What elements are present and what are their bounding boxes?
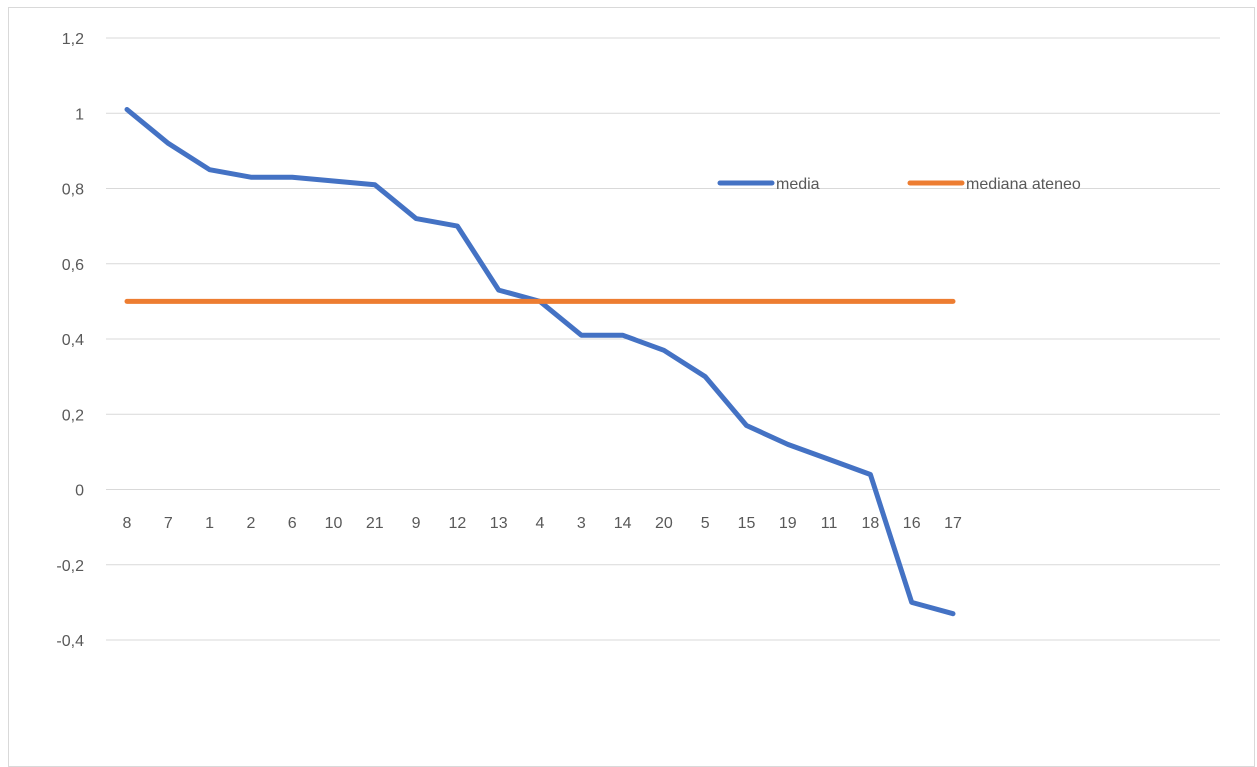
x-tick-label: 2 (246, 515, 255, 532)
x-tick-label: 12 (449, 515, 467, 532)
y-tick-label: -0,4 (56, 633, 84, 650)
x-tick-label: 19 (779, 515, 797, 532)
x-tick-label: 14 (614, 515, 632, 532)
y-tick-label: -0,2 (56, 558, 84, 575)
legend-label-media: media (776, 176, 820, 193)
x-tick-label: 7 (164, 515, 173, 532)
y-axis-tick-labels: 1,2 1 0,8 0,6 0,4 0,2 0 -0,2 -0,4 (56, 31, 84, 650)
x-tick-label: 18 (862, 515, 880, 532)
legend: media mediana ateneo (717, 176, 1081, 193)
y-tick-label: 1,2 (62, 31, 84, 48)
y-tick-label: 0,4 (62, 332, 84, 349)
x-axis-tick-labels: 8 7 1 2 6 10 21 9 12 13 4 3 14 20 5 15 19 11 18 16 17 (123, 515, 962, 532)
x-tick-label: 21 (366, 515, 384, 532)
x-tick-label: 1 (205, 515, 214, 532)
x-tick-label: 15 (738, 515, 756, 532)
legend-label-mediana-ateneo: mediana ateneo (966, 176, 1081, 193)
x-tick-label: 9 (412, 515, 421, 532)
x-tick-label: 17 (944, 515, 962, 532)
y-tick-label: 0 (75, 483, 84, 500)
series-line-media (124, 107, 956, 617)
y-tick-label: 0,6 (62, 257, 84, 274)
x-tick-label: 20 (655, 515, 673, 532)
x-tick-label: 8 (123, 515, 132, 532)
x-tick-label: 16 (903, 515, 921, 532)
y-tick-label: 1 (75, 106, 84, 123)
x-tick-label: 3 (577, 515, 586, 532)
y-tick-label: 0,2 (62, 407, 84, 424)
series-lines (124, 107, 956, 617)
x-tick-label: 11 (821, 515, 838, 532)
x-tick-label: 4 (536, 515, 545, 532)
gridlines (106, 37, 1220, 641)
x-tick-label: 6 (288, 515, 297, 532)
x-tick-label: 13 (490, 515, 508, 532)
x-tick-label: 5 (701, 515, 710, 532)
x-tick-label: 10 (325, 515, 343, 532)
y-tick-label: 0,8 (62, 182, 84, 199)
